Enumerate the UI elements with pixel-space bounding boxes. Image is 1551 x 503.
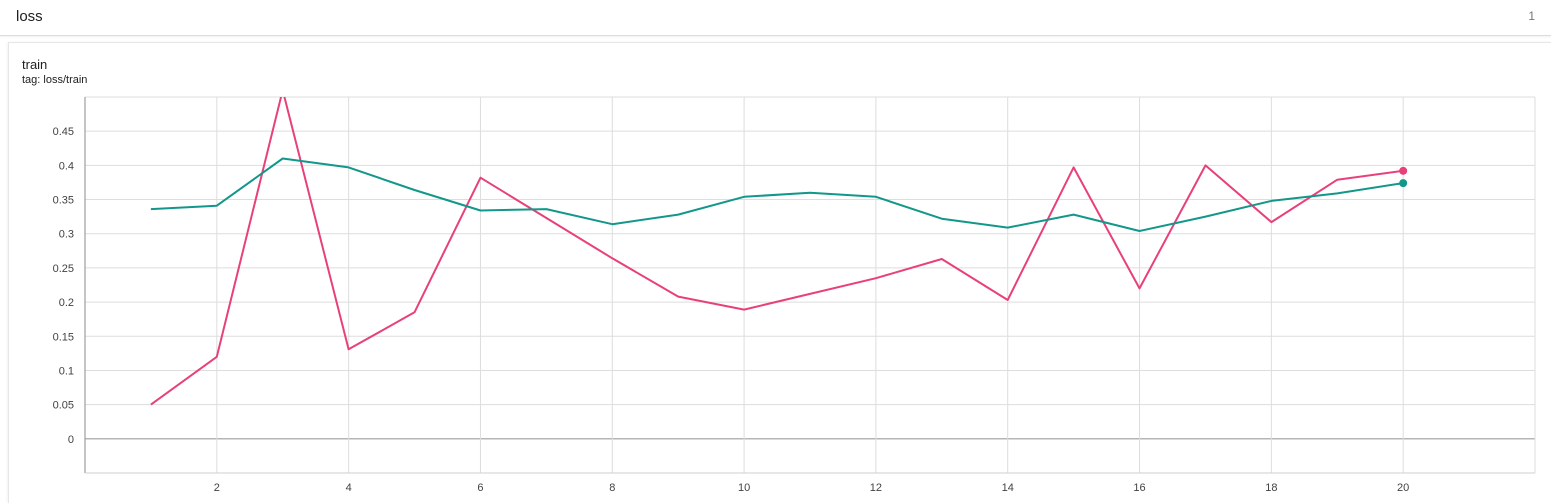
- y-tick-label: 0: [68, 434, 74, 446]
- axis-layer: 0 0.05 0.1 0.15 0.2 0.25 0.3 0.35 0.4 0.45 2 4 6 8 10 1…: [53, 97, 1535, 494]
- series-layer: [150, 97, 1408, 406]
- series-line-1: [150, 157, 1404, 232]
- y-tick-label: 0.35: [53, 195, 74, 207]
- series-end-point-0: [1399, 166, 1408, 175]
- y-tick-label: 0.3: [59, 229, 74, 241]
- x-tick-label: 2: [214, 482, 220, 494]
- grid-layer: [85, 96, 1536, 473]
- y-tick-label: 0.4: [59, 160, 74, 172]
- y-tick-label: 0.1: [59, 365, 74, 377]
- x-tick-label: 14: [1002, 482, 1014, 494]
- section-header[interactable]: loss 1: [0, 0, 1551, 36]
- y-tick-label: 0.15: [53, 331, 74, 343]
- section-title: loss: [16, 8, 43, 25]
- series-line-0: [150, 97, 1404, 406]
- x-tick-label: 6: [477, 482, 483, 494]
- x-tick-label: 8: [609, 482, 615, 494]
- y-tick-label: 0.25: [53, 263, 74, 275]
- chart-card: [8, 42, 1551, 503]
- y-tick-label: 0.45: [53, 126, 74, 138]
- chart-tag: tag: loss/train: [22, 74, 88, 86]
- x-tick-label: 16: [1133, 482, 1145, 494]
- x-tick-label: 12: [870, 482, 882, 494]
- x-tick-label: 10: [738, 482, 750, 494]
- x-tick-label: 4: [346, 482, 352, 494]
- x-tick-label: 20: [1397, 482, 1409, 494]
- chart-title: train: [22, 57, 48, 72]
- x-tick-label: 18: [1265, 482, 1277, 494]
- y-tick-label: 0.05: [53, 400, 74, 412]
- y-tick-label: 0.2: [59, 297, 74, 309]
- series-end-point-1: [1399, 179, 1408, 188]
- section-count-badge: 1: [1528, 9, 1535, 23]
